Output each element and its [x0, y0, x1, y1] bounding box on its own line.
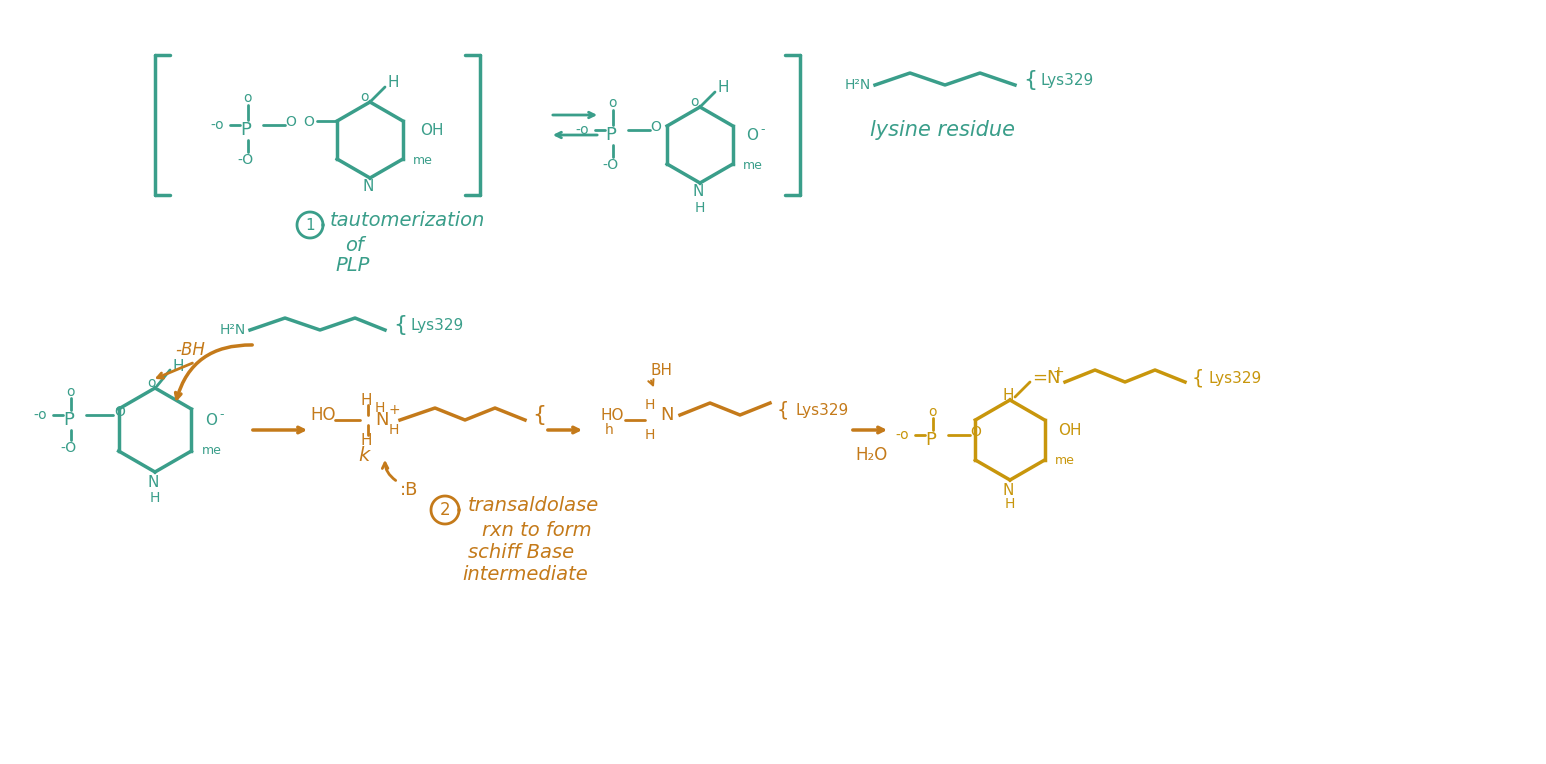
Text: schiff Base: schiff Base	[468, 543, 574, 562]
Text: -O: -O	[60, 441, 76, 455]
Text: P: P	[240, 121, 250, 139]
Text: H: H	[386, 75, 399, 89]
Text: H: H	[360, 393, 371, 407]
Text: intermediate: intermediate	[462, 565, 587, 584]
Text: +: +	[388, 403, 399, 417]
Text: -o: -o	[575, 123, 589, 137]
Text: OH: OH	[1057, 422, 1082, 438]
Text: H: H	[1005, 497, 1016, 511]
Text: H: H	[150, 491, 161, 505]
Text: 2: 2	[439, 501, 450, 519]
Text: -o: -o	[32, 408, 46, 422]
Text: lysine residue: lysine residue	[870, 120, 1016, 140]
Text: H₂O: H₂O	[855, 446, 887, 464]
Text: me: me	[413, 154, 433, 167]
Text: h: h	[604, 423, 614, 437]
Text: N: N	[693, 183, 703, 199]
Text: O: O	[969, 425, 980, 439]
Text: H: H	[1002, 387, 1014, 403]
Text: -BH: -BH	[175, 341, 206, 359]
Text: =N: =N	[1033, 369, 1061, 387]
Text: me: me	[203, 443, 223, 457]
Text: Lys329: Lys329	[410, 318, 464, 332]
Text: {: {	[532, 405, 546, 425]
Text: rxn to form: rxn to form	[482, 520, 592, 539]
Text: P: P	[925, 431, 935, 449]
Text: Lys329: Lys329	[1207, 371, 1262, 386]
Text: P: P	[63, 411, 74, 429]
Text: P: P	[604, 126, 615, 144]
Text: o: o	[147, 376, 156, 390]
Text: o: o	[608, 96, 617, 110]
Text: O: O	[284, 115, 295, 129]
Text: O: O	[747, 128, 758, 143]
Text: H: H	[360, 432, 371, 448]
Text: {: {	[393, 315, 407, 335]
Text: H: H	[390, 423, 399, 437]
Text: H: H	[376, 401, 385, 415]
Text: {: {	[778, 400, 790, 419]
Text: H: H	[717, 79, 728, 95]
Text: -O: -O	[237, 153, 254, 167]
Text: BH: BH	[649, 362, 673, 377]
Text: H: H	[645, 428, 656, 442]
Text: :B: :B	[400, 481, 419, 499]
Text: N: N	[1002, 483, 1013, 497]
Text: HO: HO	[311, 406, 335, 424]
Text: Lys329: Lys329	[1040, 73, 1093, 88]
Text: O: O	[649, 120, 660, 134]
Text: H²N: H²N	[846, 78, 872, 92]
Text: +: +	[1051, 365, 1064, 379]
Text: 1: 1	[305, 218, 315, 232]
Text: PLP: PLP	[335, 255, 369, 274]
Text: o: o	[243, 91, 252, 105]
Text: N: N	[147, 474, 158, 490]
Text: N: N	[660, 406, 674, 424]
Text: -: -	[220, 409, 224, 422]
Text: N: N	[362, 179, 374, 193]
Text: of: of	[345, 235, 363, 254]
Text: H: H	[645, 398, 656, 412]
Text: o: o	[66, 385, 74, 399]
Text: H: H	[172, 358, 184, 374]
Text: -: -	[761, 124, 765, 137]
Text: N: N	[376, 411, 388, 429]
Text: -o: -o	[895, 428, 909, 442]
Text: O: O	[206, 413, 216, 428]
Text: O: O	[114, 405, 125, 419]
Text: me: me	[1054, 454, 1074, 467]
Text: o: o	[690, 95, 699, 109]
Text: O: O	[303, 115, 314, 129]
Text: {: {	[1192, 368, 1204, 387]
Text: OH: OH	[421, 122, 444, 138]
Text: k: k	[359, 445, 369, 465]
Text: tautomerization: tautomerization	[329, 211, 485, 229]
Text: H: H	[696, 201, 705, 215]
Text: o: o	[360, 90, 368, 104]
Text: transaldolase: transaldolase	[468, 496, 600, 514]
Text: o: o	[928, 405, 937, 419]
Text: {: {	[1023, 70, 1037, 90]
Text: -o: -o	[210, 118, 224, 132]
Text: H²N: H²N	[220, 323, 246, 337]
Text: HO: HO	[600, 407, 623, 422]
Text: me: me	[744, 158, 762, 171]
Text: Lys329: Lys329	[795, 403, 849, 417]
Text: -O: -O	[601, 158, 618, 172]
